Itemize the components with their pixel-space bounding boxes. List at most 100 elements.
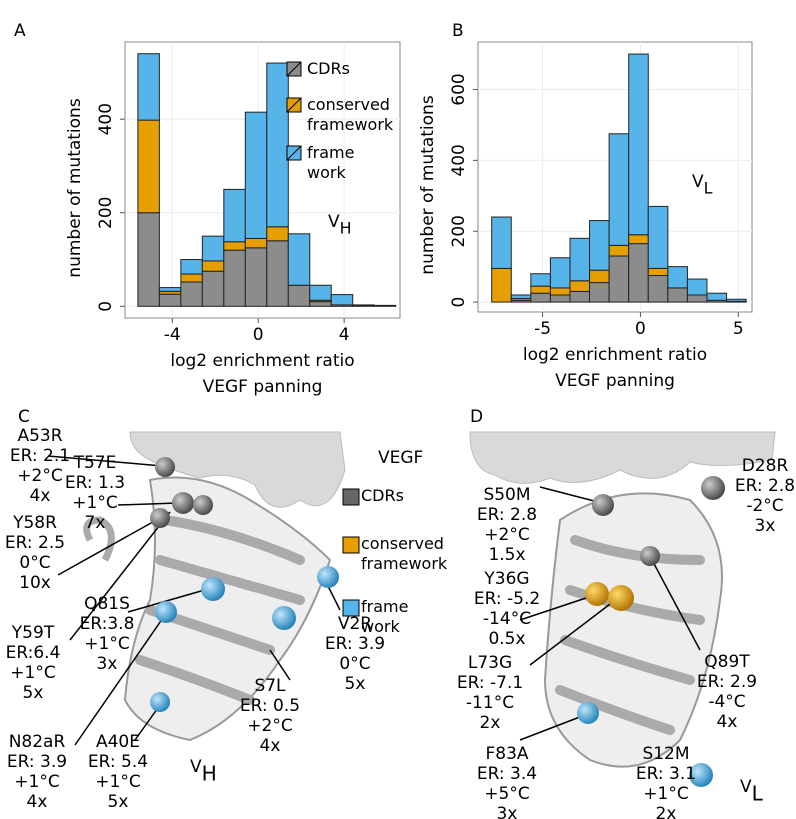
bar-segment <box>569 290 591 303</box>
bar-segment <box>549 257 571 289</box>
bar-segment <box>223 188 246 243</box>
legend-label: frame work <box>307 143 355 182</box>
mutation-label: +1°C <box>72 493 117 513</box>
mutation-label: Y36G <box>483 569 529 589</box>
mutation-label: 10x <box>19 573 51 593</box>
domain-label: VH <box>190 757 217 785</box>
mutation-label: +5°C <box>484 784 529 804</box>
x-tick-label: 0 <box>635 319 646 339</box>
domain-label: VL <box>692 172 713 198</box>
mutation-label: 5x <box>23 683 44 703</box>
bar-segment <box>223 249 246 307</box>
mutation-label: ER: 2.8 <box>735 476 795 496</box>
mutation-label: N82aR <box>9 732 66 752</box>
mutation-label: ER: 3.9 <box>325 634 385 654</box>
bar-segment <box>706 292 728 301</box>
mutation-label: S7L <box>254 676 286 696</box>
x-tick-label: 5 <box>733 319 744 339</box>
mutation-label: ER: 2.1 <box>10 446 70 466</box>
bar-segment <box>589 220 610 271</box>
legend-swatch-slash <box>286 61 302 77</box>
mutation-label: +2°C <box>17 466 62 486</box>
domain-label: VH <box>328 212 352 238</box>
bar-segment <box>510 294 532 300</box>
mutation-label: +1°C <box>10 663 55 683</box>
legend-label: frame work <box>361 597 409 636</box>
mutation-label: F83A <box>485 744 528 764</box>
bar-segment <box>201 235 225 262</box>
mutation-label: 4x <box>27 792 48 812</box>
y-axis-label: number of mutations <box>65 98 85 278</box>
mutation-label: Y58R <box>12 513 57 533</box>
bar-segment <box>137 212 160 307</box>
bar-segment <box>266 62 289 228</box>
mutation-label: S50M <box>483 485 530 505</box>
mutation-label: 4x <box>30 486 51 506</box>
bar-segment <box>244 237 268 249</box>
legend-label: CDRs <box>307 59 350 78</box>
bar-segment <box>608 244 630 257</box>
bar-segment <box>158 287 182 292</box>
mutation-label: +2°C <box>484 525 529 545</box>
mutation-label: ER: 2.5 <box>5 533 65 553</box>
mutation-label: -11°C <box>466 693 514 713</box>
x-tick-label: 4 <box>339 325 350 345</box>
panel-letter: A <box>14 21 26 41</box>
bar-segment <box>686 294 708 303</box>
bar-segment <box>569 237 591 282</box>
bar-segment <box>244 247 268 307</box>
legend-label: CDRs <box>361 486 404 505</box>
mutation-label: D28R <box>742 456 789 476</box>
mutation-label: ER:6.4 <box>6 643 61 663</box>
bar-segment <box>266 240 289 307</box>
bar-segment <box>180 273 203 283</box>
bar-segment <box>647 267 669 277</box>
y-tick-label: 400 <box>449 144 469 176</box>
mutation-label: Y59T <box>11 623 55 643</box>
mutation-label: 1.5x <box>488 545 525 565</box>
mutation-label: 3x <box>497 804 518 819</box>
bar-segment <box>266 226 289 242</box>
x-axis-label: log2 enrichment ratio <box>523 345 707 365</box>
bar-segment <box>223 241 246 251</box>
bar-segment <box>491 267 512 303</box>
y-tick-label: 0 <box>96 301 116 312</box>
bar-segment <box>530 273 551 287</box>
mutation-label: 2x <box>656 804 677 819</box>
bar-segment <box>309 284 332 301</box>
bar-segment <box>647 205 669 269</box>
y-axis-label: number of mutations <box>418 95 438 275</box>
mutation-label: ER:3.8 <box>80 614 135 634</box>
bar-segment <box>667 287 688 303</box>
bar-segment <box>589 282 610 303</box>
mutation-label: Q81S <box>84 594 130 614</box>
domain-label: VL <box>740 777 764 805</box>
bar-segment <box>180 281 203 307</box>
bar-segment <box>628 243 649 303</box>
mutation-label: A53R <box>17 426 62 446</box>
domain-label-subscript: H <box>202 761 217 785</box>
x-tick-label: 0 <box>253 325 264 345</box>
bar-segment <box>530 285 551 294</box>
legend-swatch-slash <box>286 97 302 113</box>
legend-swatch-slash <box>286 145 302 161</box>
bar-segment <box>589 269 610 284</box>
mutation-label: ER: 3.4 <box>477 764 537 784</box>
mutation-label: 4x <box>717 712 738 732</box>
y-tick-label: 400 <box>96 103 116 135</box>
bar-segment <box>628 53 649 236</box>
bar-segment <box>137 119 160 214</box>
mutation-label: ER: 3.9 <box>7 752 67 772</box>
bar-segment <box>726 298 747 302</box>
bar-segment <box>287 284 311 307</box>
mutation-label: 3x <box>755 516 776 536</box>
mutation-label: 5x <box>345 674 366 694</box>
bar-segment <box>686 278 708 296</box>
mutation-label: 0.5x <box>488 629 525 649</box>
bar-segment <box>309 301 332 307</box>
bar-segment <box>180 259 203 275</box>
mutation-label: +2°C <box>247 716 292 736</box>
mutation-label: -14°C <box>483 609 531 629</box>
